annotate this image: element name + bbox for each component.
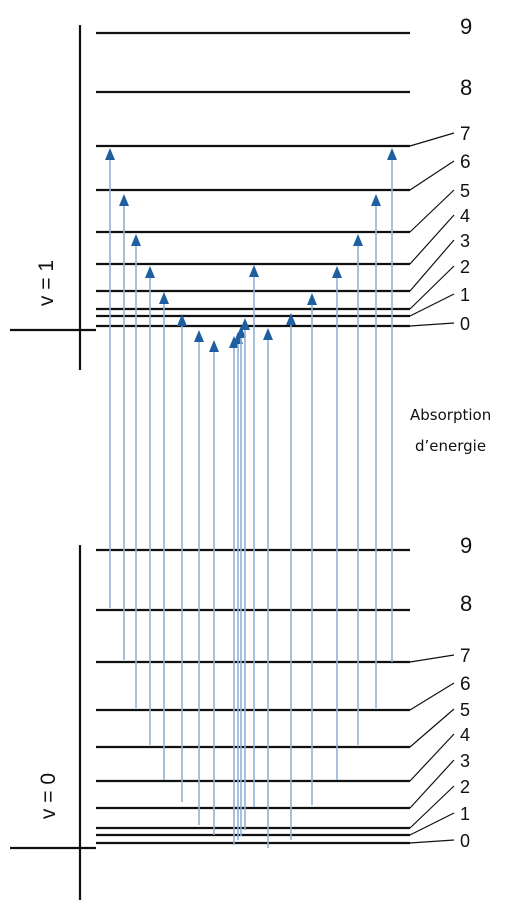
absorption-caption-line1: Absorption — [410, 406, 491, 424]
upper-level-number-3: 3 — [460, 231, 470, 251]
absorption-arrow — [286, 313, 296, 840]
lower-level-number-8: 8 — [460, 591, 472, 616]
absorption-arrow — [332, 266, 342, 780]
arrow-head-icon — [263, 328, 273, 340]
lower-level-number-7: 7 — [460, 646, 471, 667]
upper-leader-2 — [409, 265, 455, 310]
arrow-head-icon — [145, 266, 155, 278]
absorption-arrow — [236, 326, 246, 836]
arrow-head-icon — [387, 148, 397, 160]
absorption-arrow — [119, 194, 129, 660]
upper-leader-3 — [409, 239, 455, 292]
lower-leader-0 — [409, 839, 455, 844]
upper-level-number-2: 2 — [460, 257, 470, 277]
upper-level-number-1: 1 — [460, 285, 470, 305]
upper-level-number-9: 9 — [460, 14, 472, 39]
upper-level-number-4: 4 — [460, 206, 470, 226]
absorption-arrow — [307, 293, 317, 805]
upper-leader-1 — [409, 293, 455, 317]
upper-level-number-7: 7 — [460, 124, 471, 145]
absorption-arrow — [249, 265, 259, 807]
upper-leader-4 — [409, 214, 455, 265]
lower-level-number-9: 9 — [460, 533, 472, 558]
absorption-arrow — [387, 148, 397, 662]
absorption-arrow — [353, 234, 363, 745]
lower-leader-6 — [409, 682, 455, 711]
arrow-head-icon — [307, 293, 317, 305]
absorption-arrow — [131, 234, 141, 708]
upper-level-number-6: 6 — [460, 152, 471, 173]
arrow-head-icon — [209, 340, 219, 352]
arrow-head-icon — [131, 234, 141, 246]
upper-leader-0 — [409, 322, 455, 327]
lower-leader-1 — [409, 812, 455, 836]
arrow-head-icon — [353, 234, 363, 246]
upper-leader-7 — [409, 132, 455, 147]
lower-leader-7 — [409, 654, 455, 663]
absorption-arrow — [105, 148, 115, 608]
arrow-head-icon — [286, 313, 296, 325]
lower-level-number-6: 6 — [460, 674, 471, 695]
absorption-arrow — [177, 314, 187, 802]
lower-level-number-4: 4 — [460, 725, 470, 745]
upper-level-number-5: 5 — [460, 181, 470, 201]
lower-level-number-2: 2 — [460, 777, 470, 797]
upper-level-number-8: 8 — [460, 75, 472, 100]
absorption-arrow — [371, 194, 381, 708]
lower-leader-3 — [409, 759, 455, 809]
upper-vibrational-band: 0 1 2 3 4 5 6 7 8 9 — [10, 14, 472, 370]
arrow-head-icon — [240, 318, 250, 330]
upper-leader-6 — [409, 160, 455, 191]
lower-band-label: v = 0 — [37, 773, 60, 819]
upper-level-number-0: 0 — [460, 314, 470, 334]
arrow-head-icon — [119, 194, 129, 206]
absorption-arrow — [145, 266, 155, 745]
arrow-head-icon — [159, 292, 169, 304]
upper-leader-5 — [409, 189, 455, 233]
lower-leader-2 — [409, 785, 455, 829]
arrow-head-icon — [194, 330, 204, 342]
absorption-arrow — [209, 340, 219, 835]
absorption-arrow — [263, 328, 273, 848]
lower-level-number-5: 5 — [460, 700, 470, 720]
arrow-head-icon — [249, 265, 259, 277]
arrow-head-icon — [177, 314, 187, 326]
absorption-arrow — [159, 292, 169, 780]
absorption-arrow — [194, 330, 204, 825]
absorption-transitions — [105, 148, 397, 848]
lower-leader-5 — [409, 708, 455, 748]
upper-band-label: v = 1 — [35, 260, 58, 306]
lower-leader-4 — [409, 733, 455, 782]
lower-level-number-3: 3 — [460, 751, 470, 771]
arrow-head-icon — [105, 148, 115, 160]
lower-level-number-1: 1 — [460, 804, 470, 824]
arrow-head-icon — [332, 266, 342, 278]
lower-level-number-0: 0 — [460, 831, 470, 851]
absorption-caption-line2: d’energie — [415, 437, 486, 455]
absorption-arrow — [240, 318, 250, 830]
arrow-head-icon — [371, 194, 381, 206]
arrow-head-icon — [236, 326, 246, 338]
